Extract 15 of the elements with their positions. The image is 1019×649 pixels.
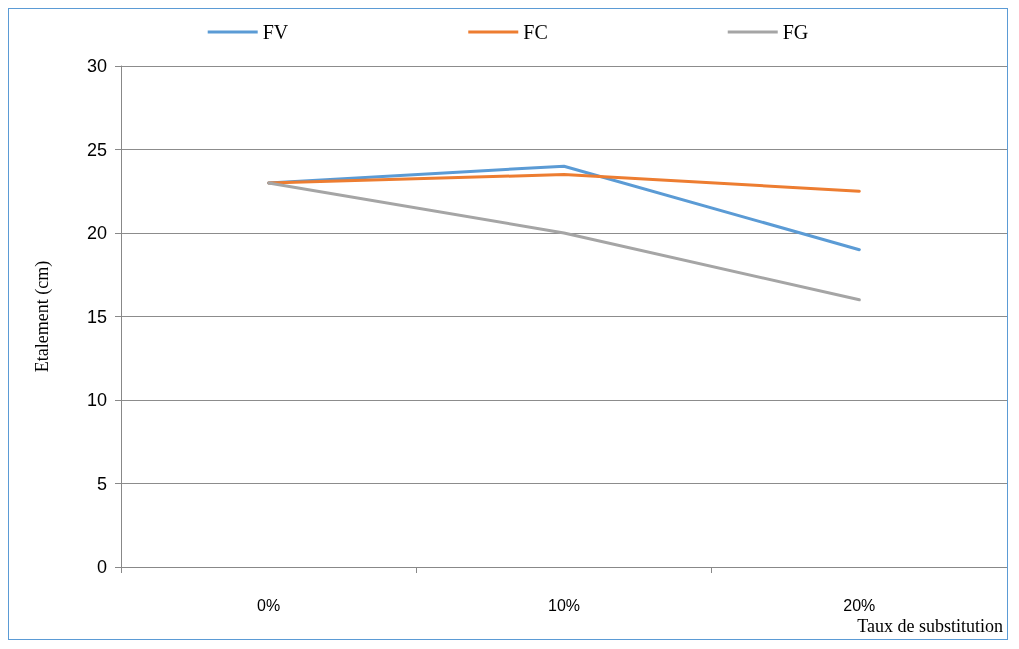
- y-tick-label: 5: [96, 473, 107, 494]
- y-axis-title: Etalement (cm): [32, 260, 53, 373]
- legend-label: FV: [262, 21, 289, 43]
- y-tick-label: 0: [96, 557, 107, 577]
- legend-label: FG: [782, 21, 809, 43]
- y-tick-label: 15: [86, 306, 107, 327]
- legend-label: FC: [523, 21, 548, 43]
- y-tick-label: 25: [86, 139, 107, 160]
- y-tick-label: 20: [86, 223, 107, 243]
- x-tick-label: 0%: [257, 596, 281, 614]
- y-tick-label: 30: [86, 56, 107, 76]
- x-tick-label: 10%: [547, 596, 581, 614]
- x-axis-title: Taux de substitution: [857, 616, 1003, 636]
- y-tick-label: 10: [86, 390, 107, 410]
- x-tick-label: 20%: [843, 596, 876, 614]
